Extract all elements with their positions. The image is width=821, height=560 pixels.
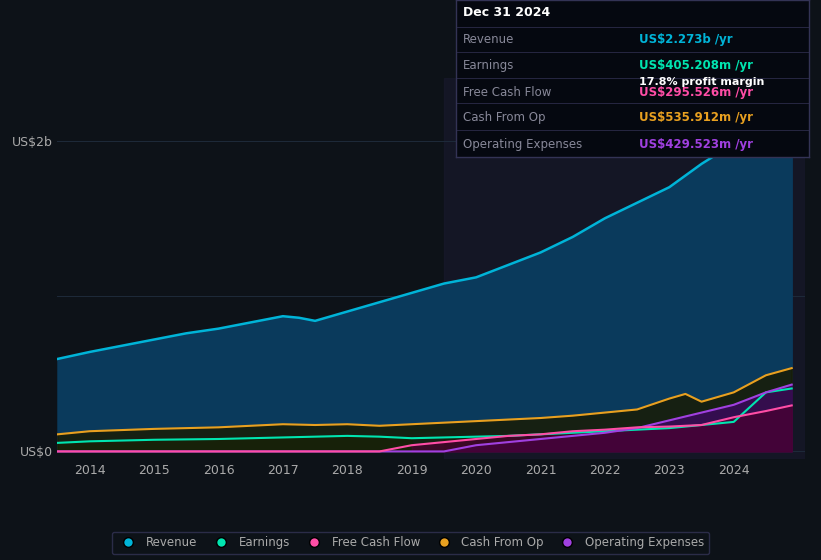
Legend: Revenue, Earnings, Free Cash Flow, Cash From Op, Operating Expenses: Revenue, Earnings, Free Cash Flow, Cash … xyxy=(112,531,709,554)
Text: US$295.526m /yr: US$295.526m /yr xyxy=(640,86,754,99)
Text: US$535.912m /yr: US$535.912m /yr xyxy=(640,111,753,124)
Text: 17.8% profit margin: 17.8% profit margin xyxy=(640,77,764,87)
Text: US$405.208m /yr: US$405.208m /yr xyxy=(640,59,753,72)
Text: Cash From Op: Cash From Op xyxy=(463,111,545,124)
Text: Free Cash Flow: Free Cash Flow xyxy=(463,86,551,99)
Text: US$2.273b /yr: US$2.273b /yr xyxy=(640,32,733,46)
Text: US$429.523m /yr: US$429.523m /yr xyxy=(640,138,753,151)
Text: Earnings: Earnings xyxy=(463,59,514,72)
Text: Operating Expenses: Operating Expenses xyxy=(463,138,582,151)
Text: Revenue: Revenue xyxy=(463,32,514,46)
Text: Dec 31 2024: Dec 31 2024 xyxy=(463,6,550,19)
Bar xyxy=(444,78,805,459)
